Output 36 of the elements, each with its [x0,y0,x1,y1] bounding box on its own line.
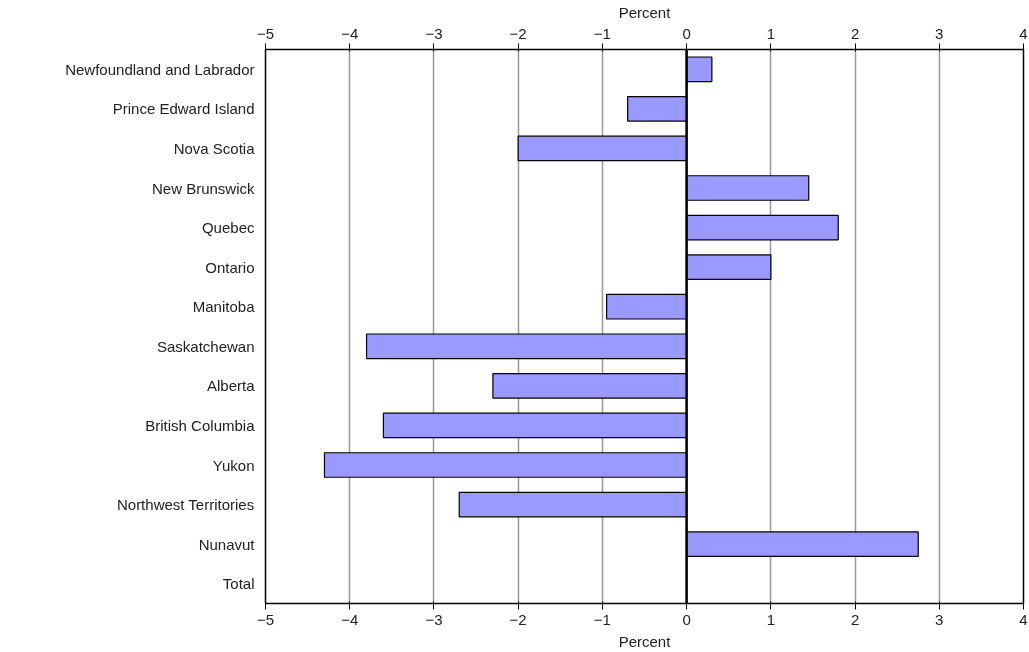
x2-tick-label: −1 [593,24,611,42]
y-tick-label: Newfoundland and Labrador [65,60,255,78]
x2-tick-label: 3 [935,24,944,42]
x-tick-label: 3 [935,610,944,628]
y-tick-label: Northwest Territories [116,496,255,514]
x2-tick-label: 2 [850,24,860,42]
y-tick-label: Alberta [206,377,256,395]
x-axis-title: Percent [618,632,672,650]
y-tick-label: Ontario [205,258,255,276]
y-tick-label: Prince Edward Island [112,100,255,118]
x2-tick-label: −4 [341,24,359,42]
x-tick-label: 0 [682,610,691,628]
y-tick-label: British Columbia [145,416,256,434]
y-tick-label: Nunavut [198,535,256,553]
x-tick-label: −4 [341,610,359,628]
x2-tick-label: 0 [682,24,691,42]
x-tick-label: −3 [425,610,443,628]
x-tick-label: −2 [509,610,527,628]
x-tick-label: 4 [1019,610,1028,628]
x-tick-label: 1 [766,610,776,628]
y-tick-label: Nova Scotia [173,139,256,157]
x2-tick-label: −5 [256,24,275,42]
x2-tick-label: 4 [1019,24,1028,42]
x2-tick-label: −2 [509,24,527,42]
x-tick-label: −1 [593,610,611,628]
x2-tick-label: 1 [766,24,776,42]
x2-tick-label: −3 [425,24,443,42]
y-tick-label: New Brunswick [151,179,255,197]
y-tick-label: Yukon [212,456,255,474]
y-tick-label: Manitoba [192,298,256,316]
x-tick-label: 2 [850,610,860,628]
x-tick-label: −5 [256,610,275,628]
x2-axis-title: Percent [618,3,672,21]
y-tick-label: Quebec [201,219,255,237]
y-tick-label: Saskatchewan [156,337,255,355]
y-tick-label: Total [222,575,255,593]
